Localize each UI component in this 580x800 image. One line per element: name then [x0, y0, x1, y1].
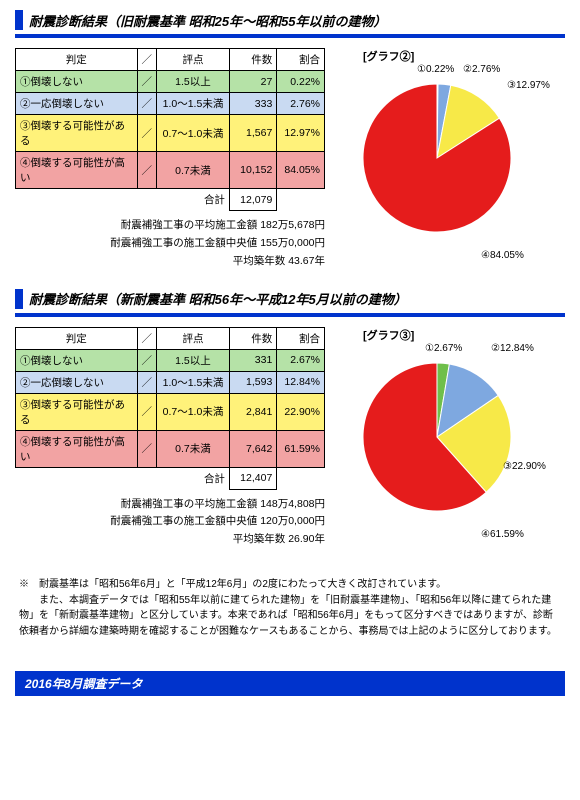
pie-slice-label: ③22.90%: [503, 461, 546, 472]
results-table: 判定／評点件数割合①倒壊しない／1.5以上270.22%②一応倒壊しない／1.0…: [15, 48, 325, 211]
stats-block: 耐震補強工事の平均施工金額 148万4,808円耐震補強工事の施工金額中央値 1…: [15, 496, 325, 550]
pie-slice-label: ④84.05%: [481, 250, 524, 261]
table-row: ④倒壊する可能性が高い／0.7未満7,64261.59%: [16, 430, 325, 467]
th-judge: 判定: [16, 327, 138, 349]
results-table: 判定／評点件数割合①倒壊しない／1.5以上3312.67%②一応倒壊しない／1.…: [15, 327, 325, 490]
stats-block: 耐震補強工事の平均施工金額 182万5,678円耐震補強工事の施工金額中央値 1…: [15, 217, 325, 271]
total-row: 合計12,079: [16, 189, 325, 211]
chart-label: [グラフ③]: [363, 327, 565, 343]
th-slash: ／: [137, 49, 157, 71]
section-title: 耐震診断結果（旧耐震基準 昭和25年～昭和55年以前の建物）: [29, 11, 387, 30]
table-row: ①倒壊しない／1.5以上3312.67%: [16, 349, 325, 371]
pie-slice-label: ③12.97%: [507, 80, 550, 91]
th-score: 評点: [157, 49, 230, 71]
pie-chart: ①2.67% ②12.84% ③22.90% ④61.59%: [333, 345, 553, 545]
table-row: ③倒壊する可能性がある／0.7～1.0未満2,84122.90%: [16, 393, 325, 430]
pie-slice-label: ①0.22%: [417, 64, 454, 75]
pie-slice-label: ②12.84%: [491, 343, 534, 354]
th-ratio: 割合: [277, 49, 325, 71]
pie-slice-label: ②2.76%: [463, 64, 500, 75]
pie-slice-label: ④61.59%: [481, 529, 524, 540]
table-row: ③倒壊する可能性がある／0.7～1.0未満1,56712.97%: [16, 115, 325, 152]
th-score: 評点: [157, 327, 230, 349]
footnote: ※ 耐震基準は「昭和56年6月」と「平成12年6月」の2度にわたって大きく改訂さ…: [15, 577, 565, 639]
th-count: 件数: [229, 49, 276, 71]
pie-slice-label: ①2.67%: [425, 343, 462, 354]
total-row: 合計12,407: [16, 467, 325, 489]
table-row: ①倒壊しない／1.5以上270.22%: [16, 71, 325, 93]
table-row: ②一応倒壊しない／1.0～1.5未満1,59312.84%: [16, 371, 325, 393]
th-judge: 判定: [16, 49, 138, 71]
th-ratio: 割合: [277, 327, 325, 349]
divider: [15, 34, 565, 38]
pie-chart: ①0.22% ②2.76% ③12.97% ④84.05%: [333, 66, 553, 266]
table-row: ②一応倒壊しない／1.0～1.5未満3332.76%: [16, 93, 325, 115]
title-accent: [15, 10, 23, 30]
table-row: ④倒壊する可能性が高い／0.7未満10,15284.05%: [16, 152, 325, 189]
th-count: 件数: [229, 327, 276, 349]
divider: [15, 313, 565, 317]
title-accent: [15, 289, 23, 309]
th-slash: ／: [137, 327, 157, 349]
chart-label: [グラフ②]: [363, 48, 565, 64]
footer-bar: 2016年8月調査データ: [15, 671, 565, 696]
section-title: 耐震診断結果（新耐震基準 昭和56年～平成12年5月以前の建物）: [29, 289, 407, 308]
